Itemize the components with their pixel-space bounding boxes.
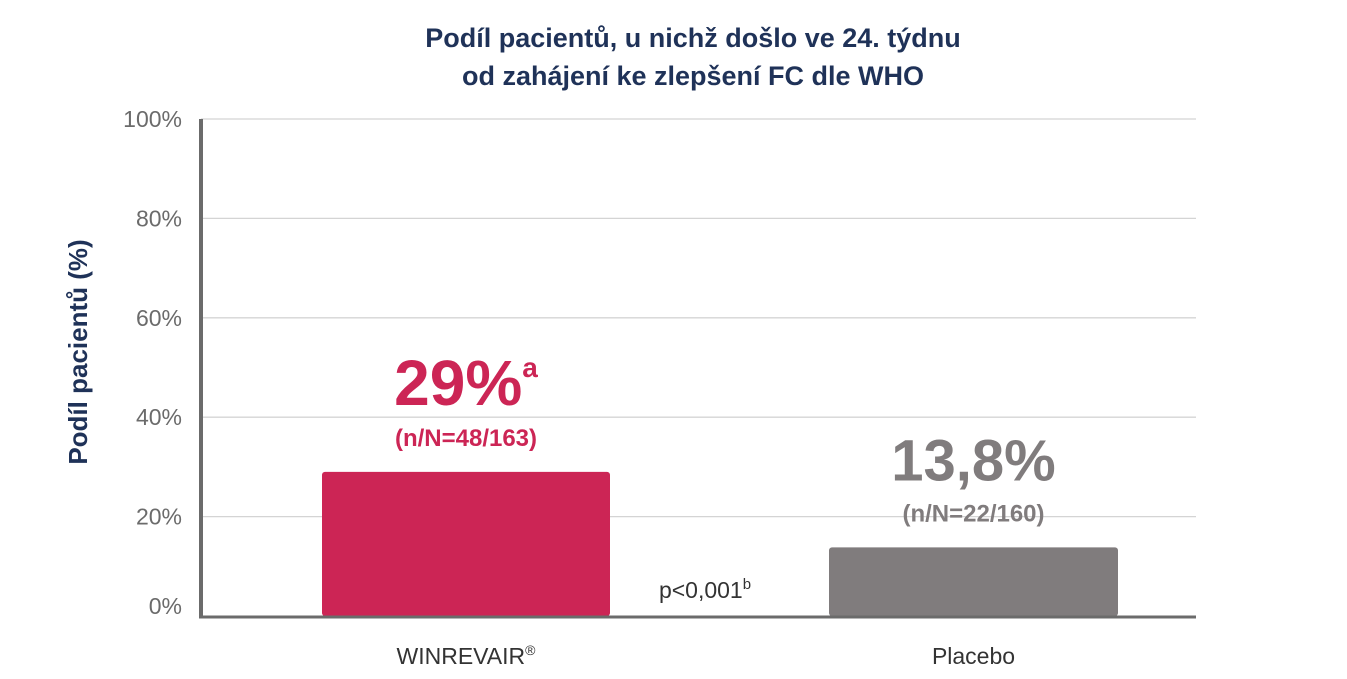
- value-label-0: 29%a: [394, 347, 538, 419]
- y-tick-label-100: 100%: [123, 106, 182, 132]
- y-tick-label-80: 80%: [136, 205, 182, 231]
- y-tick-label-60: 60%: [136, 305, 182, 331]
- value-label-1: 13,8%: [891, 428, 1055, 493]
- y-tick-label-20: 20%: [136, 504, 182, 530]
- y-axis-label: Podíl pacientů (%): [63, 239, 93, 464]
- chart-title: Podíl pacientů, u nichž došlo ve 24. týd…: [425, 23, 961, 91]
- y-tick-labels: 0% 20% 40% 60% 80% 100%: [123, 106, 182, 619]
- bar-placebo: [829, 547, 1118, 616]
- value-sublabel-0: (n/N=48/163): [395, 425, 537, 452]
- bars: [322, 471, 1118, 616]
- chart-title-line-2: od zahájení ke zlepšení FC dle WHO: [462, 61, 924, 91]
- gridlines: [201, 118, 1196, 518]
- category-label-0: WINREVAIR®: [397, 642, 537, 669]
- p-value-annotation: p<0,001b: [659, 576, 751, 603]
- category-label-1: Placebo: [932, 643, 1015, 669]
- category-labels: WINREVAIR® Placebo: [397, 642, 1016, 669]
- value-labels: 29%a (n/N=48/163) 13,8% (n/N=22/160): [394, 347, 1056, 528]
- chart-title-line-1: Podíl pacientů, u nichž došlo ve 24. týd…: [425, 23, 961, 53]
- bar-winrevair: [322, 471, 610, 616]
- y-tick-label-0: 0%: [149, 593, 182, 619]
- y-tick-label-40: 40%: [136, 404, 182, 430]
- axes: [199, 119, 1196, 619]
- value-sublabel-1: (n/N=22/160): [902, 500, 1044, 527]
